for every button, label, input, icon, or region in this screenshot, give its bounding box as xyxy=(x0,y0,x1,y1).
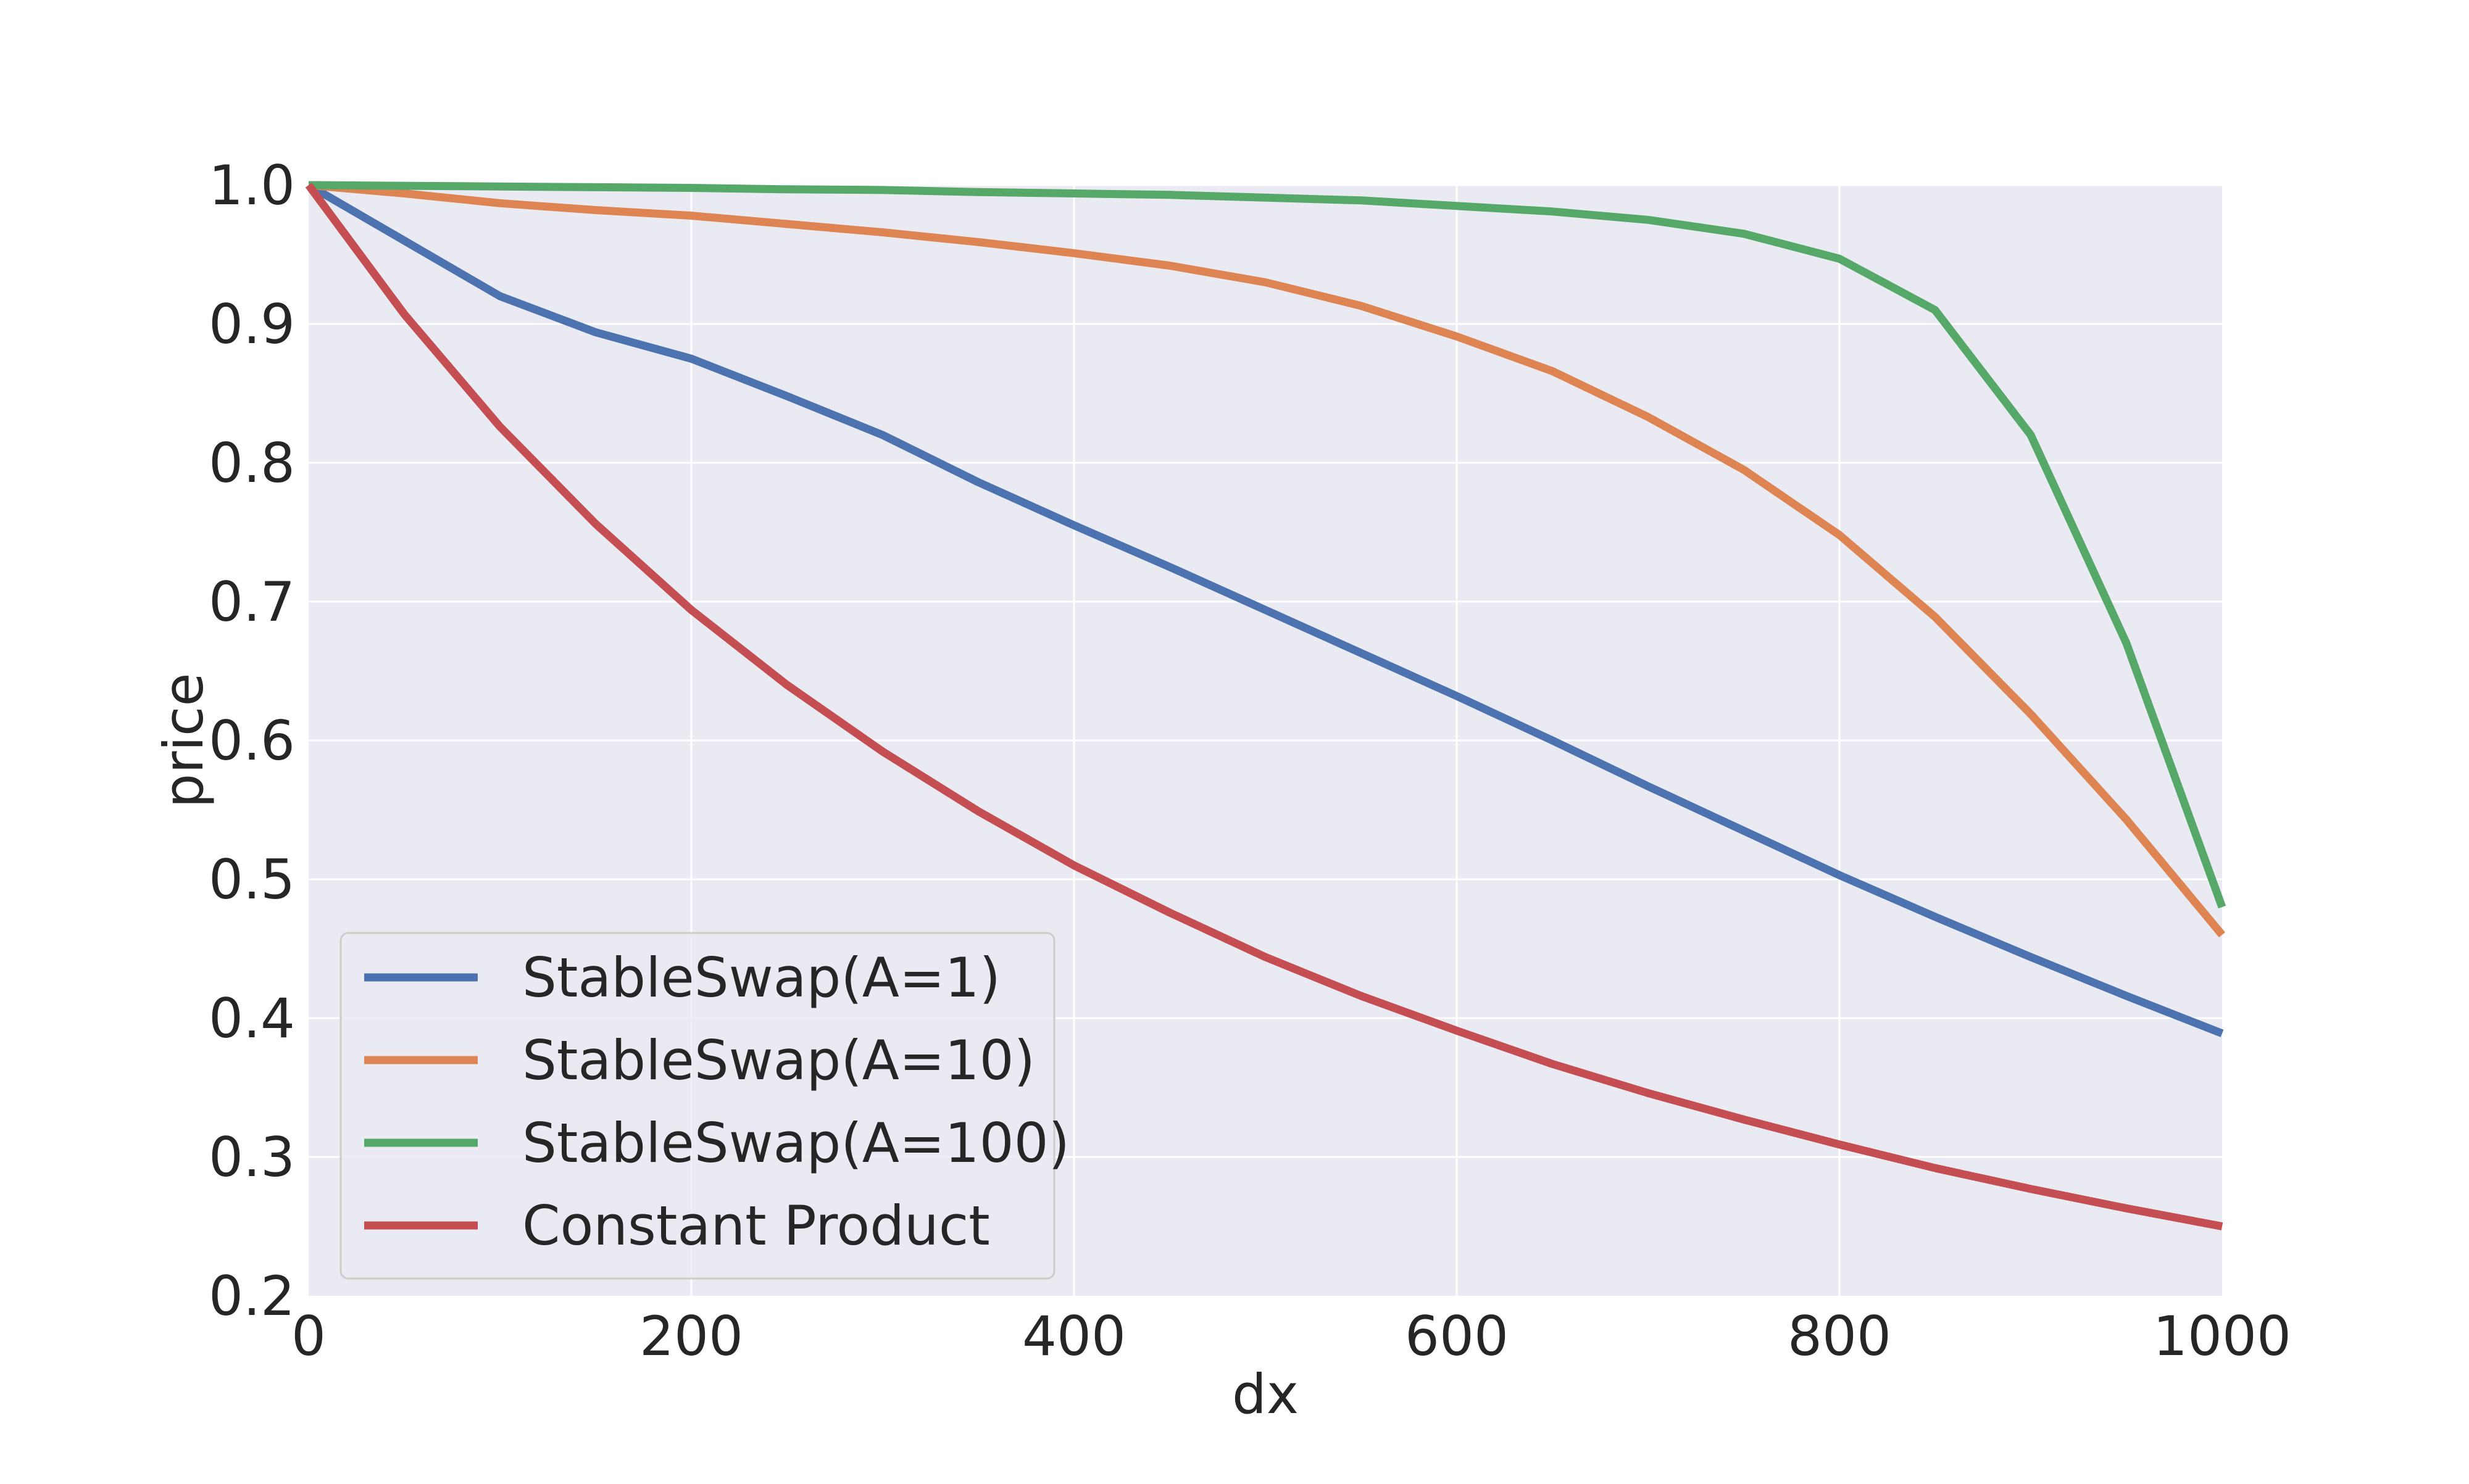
legend-box xyxy=(339,932,1055,1280)
x-axis-label: dx xyxy=(1232,1362,1299,1426)
x-tick-label: 800 xyxy=(1788,1304,1891,1368)
y-tick-label: 0.3 xyxy=(209,1125,295,1189)
legend-label: StableSwap(A=100) xyxy=(522,1111,1070,1175)
y-tick-label: 0.2 xyxy=(209,1264,295,1328)
x-tick-labels: 0 200 400 600 800 1000 xyxy=(291,1304,2291,1368)
y-tick-label: 0.9 xyxy=(209,292,295,356)
y-tick-label: 0.6 xyxy=(209,709,295,773)
series-line-stableswap-a-100 xyxy=(308,181,2226,909)
series-lines xyxy=(305,181,2226,1230)
legend-label: StableSwap(A=10) xyxy=(522,1029,1035,1092)
series-line-stableswap-a-10 xyxy=(308,181,2226,938)
legend: StableSwap(A=1) StableSwap(A=10) StableSwa… xyxy=(339,932,1070,1280)
y-tick-label: 0.5 xyxy=(209,848,295,911)
series-line-stableswap-a-1 xyxy=(306,181,2224,1037)
y-tick-label: 1.0 xyxy=(209,154,295,217)
x-tick-label: 0 xyxy=(291,1304,326,1368)
legend-label: StableSwap(A=1) xyxy=(522,946,1001,1009)
x-tick-label: 400 xyxy=(1022,1304,1126,1368)
x-tick-label: 1000 xyxy=(2153,1304,2291,1368)
x-tick-label: 600 xyxy=(1405,1304,1509,1368)
y-tick-label: 0.7 xyxy=(209,570,295,634)
x-tick-label: 200 xyxy=(639,1304,743,1368)
y-tick-labels: 0.2 0.3 0.4 0.5 0.6 0.7 0.8 0.9 1.0 xyxy=(209,154,295,1328)
series-line-constant-product xyxy=(305,183,2223,1230)
y-tick-label: 0.4 xyxy=(209,987,295,1050)
y-tick-label: 0.8 xyxy=(209,431,295,495)
legend-label: Constant Product xyxy=(522,1194,990,1258)
y-axis-label: price xyxy=(152,673,215,808)
